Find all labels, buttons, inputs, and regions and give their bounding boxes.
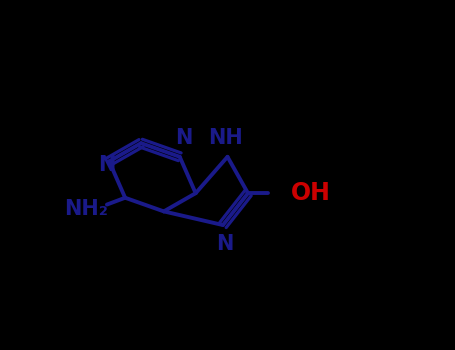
Text: N: N [217,234,234,254]
Text: N: N [176,128,193,148]
Text: NH: NH [208,128,243,148]
Text: OH: OH [291,181,331,205]
Text: N: N [98,155,116,175]
Text: NH₂: NH₂ [65,199,108,219]
